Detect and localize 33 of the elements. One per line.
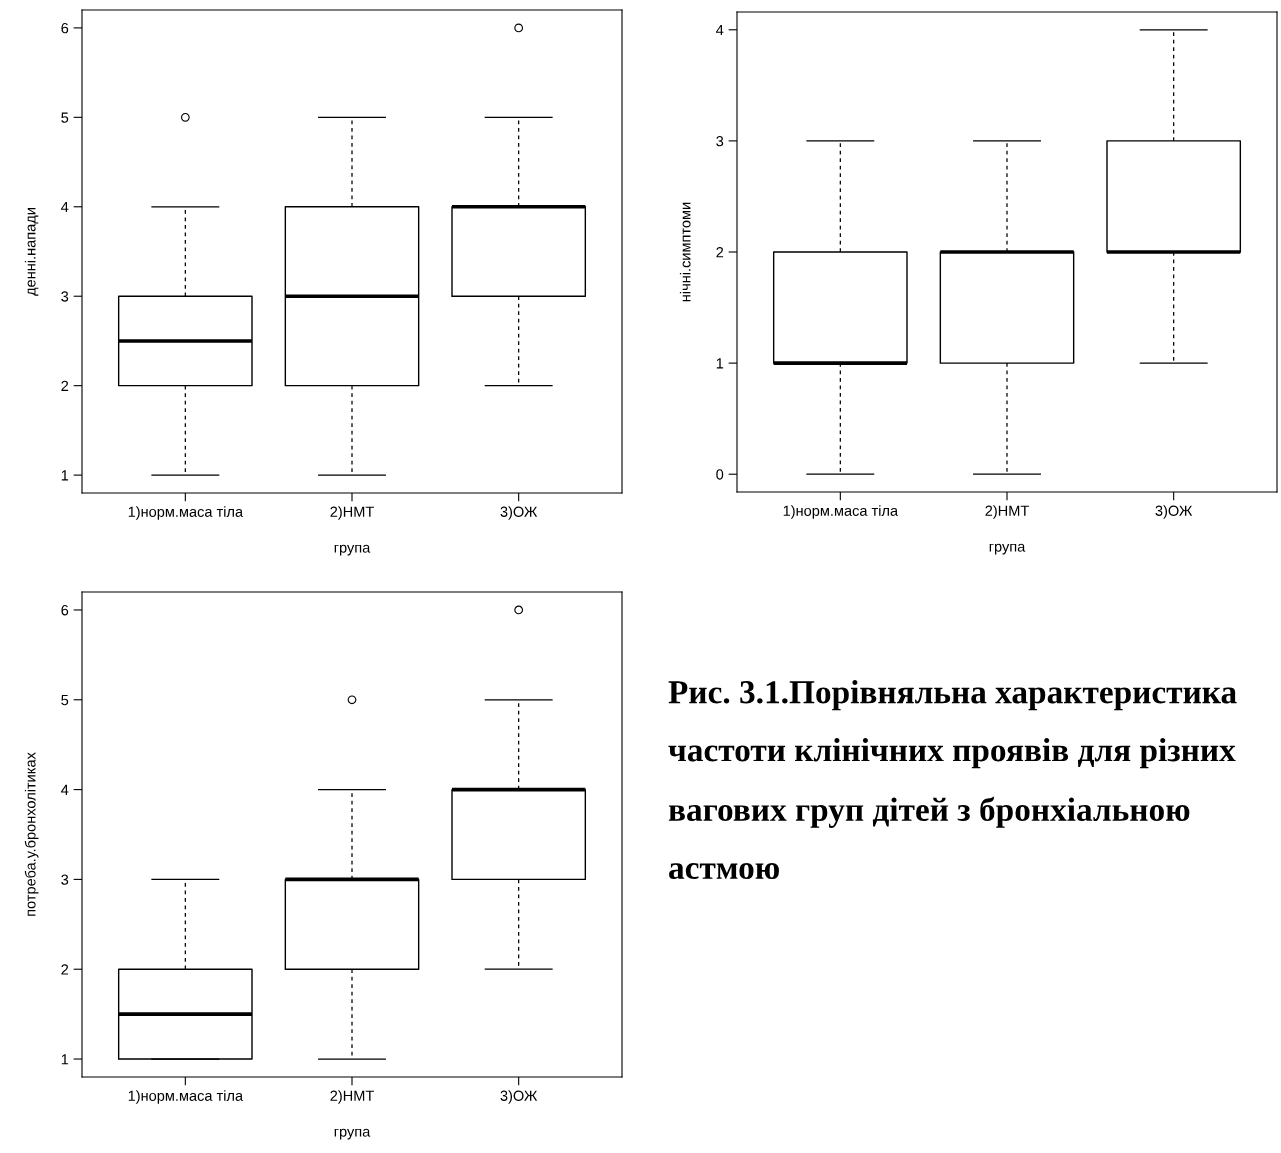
- y-tick-label: 3: [61, 291, 69, 302]
- y-axis-title: потреба.у.бронхолітиках: [24, 752, 39, 916]
- y-axis-title: денні.напади: [24, 208, 39, 296]
- x-tick-label: 2)НМТ: [985, 505, 1029, 519]
- y-tick-label: 2: [61, 964, 69, 975]
- y-tick-label: 4: [716, 25, 724, 36]
- x-tick-label: 1)норм.маса тіла: [128, 506, 244, 520]
- y-tick-label: 3: [716, 135, 724, 147]
- y-tick-label: 1: [61, 1054, 69, 1065]
- x-tick-label: 3)ОЖ: [500, 1090, 538, 1104]
- y-tick-label: 4: [61, 202, 69, 213]
- x-axis-title: група: [989, 543, 1026, 555]
- y-tick-label: 6: [61, 605, 69, 616]
- y-tick-label: 6: [61, 22, 69, 34]
- x-tick-label: 3)ОЖ: [1155, 505, 1193, 519]
- x-tick-label: 3)ОЖ: [500, 506, 538, 520]
- y-tick-label: 1: [716, 358, 724, 369]
- y-tick-label: 2: [61, 380, 69, 391]
- x-tick-label: 1)норм.маса тіла: [128, 1090, 244, 1104]
- y-tick-label: 2: [716, 247, 724, 258]
- x-axis-title: група: [334, 1128, 371, 1140]
- y-tick-label: 3: [61, 874, 69, 885]
- x-tick-label: 2)НМТ: [330, 506, 374, 520]
- y-tick-label: 0: [716, 469, 724, 480]
- text: Рис. 3.1.Порівняльна характеристика частоти клінічних проявів для різних вагових груп дітей з бронхіальною астмою: [668, 680, 1237, 880]
- x-tick-label: 2)НМТ: [330, 1090, 374, 1104]
- x-axis-title: група: [334, 544, 371, 556]
- y-tick-label: 4: [61, 784, 69, 795]
- y-tick-label: 5: [61, 695, 69, 706]
- y-axis-title: нічні.симптоми: [679, 202, 691, 302]
- y-tick-label: 1: [61, 470, 69, 481]
- y-tick-label: 5: [61, 112, 69, 123]
- x-tick-label: 1)норм.маса тіла: [783, 505, 899, 519]
